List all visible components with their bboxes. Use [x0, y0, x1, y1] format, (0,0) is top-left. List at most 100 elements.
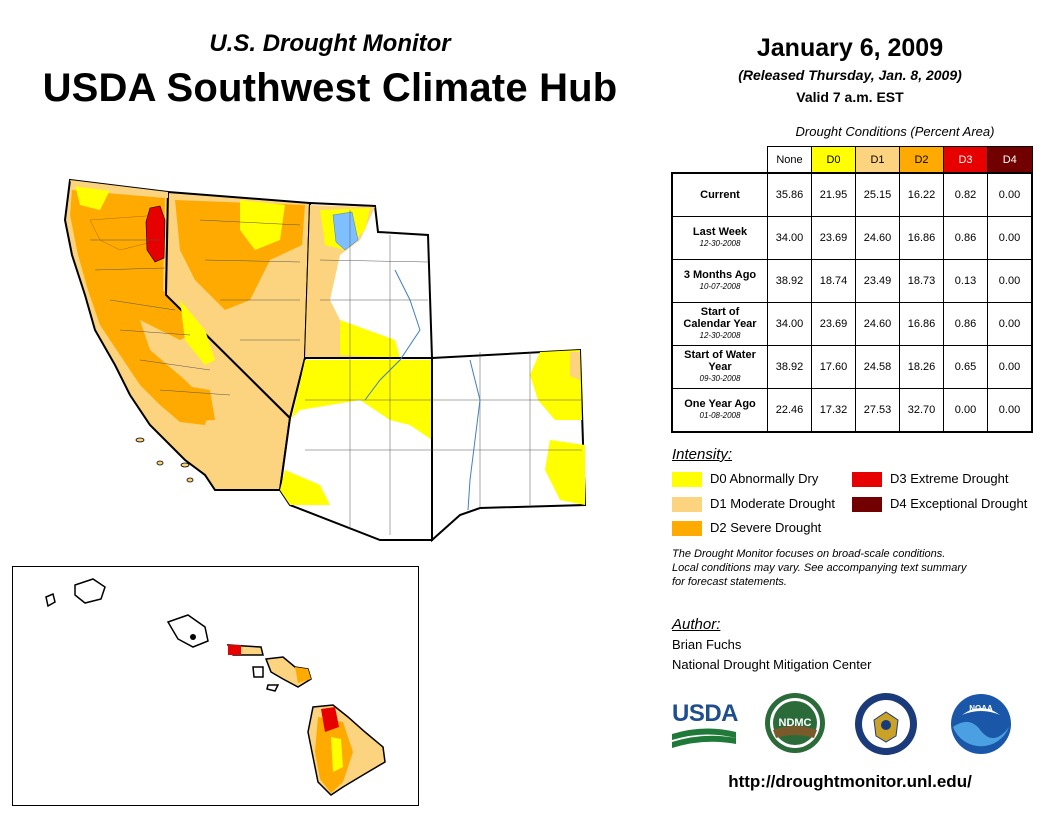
southwest-drought-map — [63, 178, 587, 543]
website-url[interactable]: http://droughtmonitor.unl.edu/ — [728, 772, 972, 791]
table-cell: 25.15 — [855, 172, 900, 217]
map-subtitle: U.S. Drought Monitor — [209, 30, 451, 57]
table-cell: 0.00 — [987, 216, 1033, 260]
ndmc-logo: NDMC — [765, 693, 825, 753]
svg-text:NOAA: NOAA — [969, 704, 993, 713]
table-row: Start of Water Year 09-30-2008 38.92 17.60 2… — [671, 345, 1033, 389]
row-label-date: 10-07-2008 — [699, 282, 741, 291]
drought-conditions-table: None D0 D1 D2 D3 D4 Current 35.86 21.95 25.15 16.… — [671, 146, 1033, 433]
table-corner — [672, 147, 768, 174]
row-label: Start of Water Year 09-30-2008 — [671, 345, 768, 389]
table-cell: 16.86 — [899, 302, 944, 346]
table-cell: 0.00 — [987, 388, 1033, 433]
legend-d3: D3 Extreme Drought — [852, 470, 1009, 488]
table-cell: 0.86 — [943, 216, 988, 260]
table-cell: 38.92 — [767, 345, 812, 389]
row-label: Start of Calendar Year 12-30-2008 — [671, 302, 768, 346]
disclaimer-note: The Drought Monitor focuses on broad-sca… — [672, 547, 1032, 589]
table-caption: Drought Conditions (Percent Area) — [795, 124, 995, 139]
table-cell: 21.95 — [811, 172, 856, 217]
legend-swatch-d3 — [852, 472, 882, 488]
table-cell: 17.60 — [811, 345, 856, 389]
table-cell: 18.26 — [899, 345, 944, 389]
row-label-text: Start of Calendar Year — [683, 306, 757, 330]
kauai-island — [74, 578, 106, 604]
column-header-d3: D3 — [943, 146, 988, 174]
table-cell: 0.13 — [943, 259, 988, 303]
table-cell: 24.60 — [855, 216, 900, 260]
legend-swatch-d0 — [672, 472, 702, 488]
table-cell: 16.22 — [899, 172, 944, 217]
usda-logo: USDA — [672, 702, 739, 748]
noaa-logo: NOAA — [951, 694, 1011, 754]
table-cell: 23.49 — [855, 259, 900, 303]
legend-d2: D2 Severe Drought — [672, 519, 821, 537]
commerce-seal-icon — [855, 693, 917, 755]
kahoolawe-island — [266, 684, 280, 692]
table-cell: 34.00 — [767, 216, 812, 260]
table-row: 3 Months Ago 10-07-2008 38.92 18.74 23.49 18.… — [671, 259, 1033, 303]
svg-text:NDMC: NDMC — [779, 717, 812, 729]
author-title: Author: — [672, 616, 721, 633]
table-cell: 0.00 — [987, 172, 1033, 217]
table-cell: 0.65 — [943, 345, 988, 389]
table-cell: 18.73 — [899, 259, 944, 303]
row-label-date: 09-30-2008 — [699, 374, 741, 383]
hawaii-inset — [12, 566, 419, 806]
oahu-island — [166, 614, 209, 648]
legend-d0: D0 Abnormally Dry — [672, 470, 818, 488]
table-cell: 0.00 — [943, 388, 988, 433]
row-label-text: 3 Months Ago — [683, 269, 757, 281]
row-label: One Year Ago 01-08-2008 — [671, 388, 768, 433]
valid-time: Valid 7 a.m. EST — [796, 89, 904, 105]
column-header-d2: D2 — [899, 146, 944, 174]
table-cell: 23.69 — [811, 216, 856, 260]
row-label-date: 12-30-2008 — [699, 331, 741, 340]
author-org: National Drought Mitigation Center — [672, 657, 872, 672]
column-header-d1: D1 — [855, 146, 900, 174]
legend-swatch-d2 — [672, 521, 702, 537]
row-label-text: Last Week — [692, 226, 748, 238]
table-cell: 0.00 — [987, 345, 1033, 389]
legend-swatch-d1 — [672, 497, 702, 513]
row-label-text: Current — [700, 189, 740, 201]
row-label-text: Start of Water Year — [684, 349, 756, 373]
table-cell: 32.70 — [899, 388, 944, 433]
table-cell: 34.00 — [767, 302, 812, 346]
author-name: Brian Fuchs — [672, 637, 742, 652]
table-row: Last Week 12-30-2008 34.00 23.69 24.60 16.86 0… — [671, 216, 1033, 260]
row-label-text: One Year Ago — [684, 398, 756, 410]
table-cell: 35.86 — [767, 172, 812, 217]
hawaii-map — [45, 578, 386, 796]
table-cell: 38.92 — [767, 259, 812, 303]
column-header-none: None — [767, 146, 812, 174]
note-line: The Drought Monitor focuses on broad-sca… — [672, 548, 946, 560]
note-line: for forecast statements. — [672, 576, 787, 588]
column-header-d0: D0 — [811, 146, 856, 174]
column-header-d4: D4 — [987, 146, 1033, 174]
table-cell: 16.86 — [899, 216, 944, 260]
legend-d4: D4 Exceptional Drought — [852, 495, 1027, 513]
map-date: January 6, 2009 — [756, 34, 944, 62]
legend-title: Intensity: — [672, 446, 733, 463]
map-title: USDA Southwest Climate Hub — [42, 66, 618, 110]
row-label: Current — [671, 172, 768, 217]
table-cell: 23.69 — [811, 302, 856, 346]
table-cell: 0.82 — [943, 172, 988, 217]
table-cell: 22.46 — [767, 388, 812, 433]
release-date: (Released Thursday, Jan. 8, 2009) — [738, 67, 962, 83]
table-row: Start of Calendar Year 12-30-2008 34.00 23.… — [671, 302, 1033, 346]
table-row: Current 35.86 21.95 25.15 16.22 0.82 0.00 — [671, 172, 1033, 217]
table-cell: 0.00 — [987, 259, 1033, 303]
note-line: Local conditions may vary. See accompany… — [672, 562, 967, 574]
niihau-island — [45, 592, 56, 608]
table-cell: 24.58 — [855, 345, 900, 389]
row-label-date: 01-08-2008 — [699, 411, 741, 420]
table-cell: 0.86 — [943, 302, 988, 346]
table-cell: 0.00 — [987, 302, 1033, 346]
row-label: 3 Months Ago 10-07-2008 — [671, 259, 768, 303]
lanai-island — [252, 666, 264, 678]
legend-swatch-d4 — [852, 497, 882, 513]
table-cell: 17.32 — [811, 388, 856, 433]
table-cell: 27.53 — [855, 388, 900, 433]
